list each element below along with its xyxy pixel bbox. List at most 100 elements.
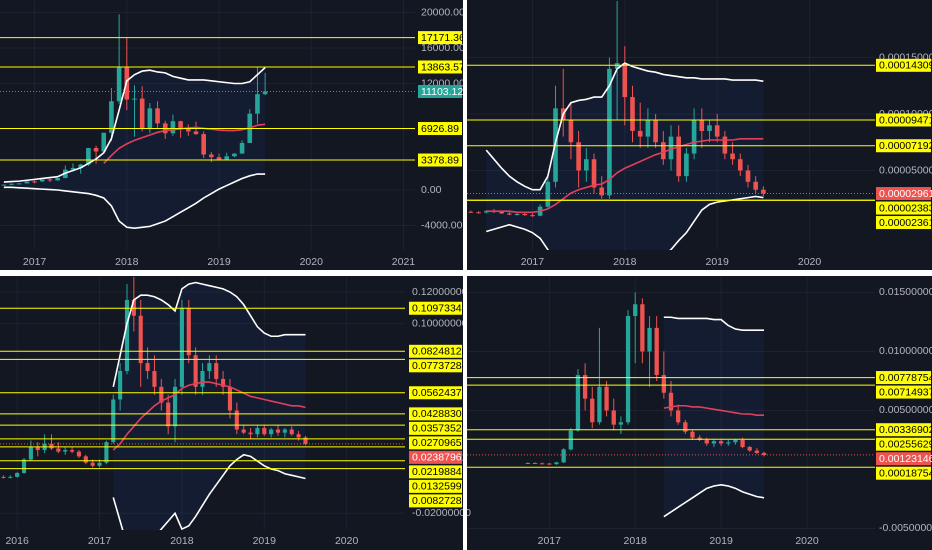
candle-body — [630, 97, 635, 131]
candle-body — [116, 67, 122, 102]
candle-body — [234, 410, 239, 430]
level-label-box — [876, 139, 931, 153]
candle-body — [737, 159, 743, 171]
candle-body — [269, 429, 274, 435]
candle-body — [625, 316, 631, 423]
candle-body — [726, 442, 731, 444]
candle-body — [661, 375, 666, 393]
candle-body — [530, 215, 535, 217]
candle-body — [70, 167, 76, 170]
last-price-label-box — [409, 450, 462, 464]
candle-body — [684, 153, 689, 177]
last-price-label-box — [418, 84, 462, 98]
level-label: 0.04288302 — [412, 408, 468, 420]
candle-body — [32, 181, 37, 183]
chart-panel: 20000.0016000.0012000.000.00-4000.002017… — [0, 0, 465, 268]
level-label: 6926.89 — [421, 123, 459, 135]
candle-body — [232, 153, 237, 157]
x-tick-label: 2018 — [170, 535, 194, 547]
last-price-label: 0.02387961 — [412, 452, 468, 464]
candle-body — [147, 108, 153, 129]
candle-body — [8, 476, 13, 478]
candle-body — [101, 132, 107, 152]
candle-body — [49, 443, 54, 449]
candle-body — [152, 371, 157, 387]
level-label: 0.02709653 — [412, 437, 468, 449]
candle-body — [248, 432, 253, 435]
candle-body — [166, 402, 171, 427]
last-price-label: 0.00123146 — [879, 453, 932, 465]
y-tick-label: 0.00005000 — [879, 164, 932, 176]
level-label-box — [418, 122, 462, 136]
candle-body — [16, 183, 22, 185]
y-tick-label: 0.00 — [421, 184, 442, 196]
candle-body — [1, 184, 7, 186]
y-tick-label: 0.00500000 — [879, 404, 932, 416]
level-label-box — [409, 344, 462, 358]
plot-area — [467, 0, 875, 250]
level-label: 0.00778754 — [879, 372, 932, 384]
candle-body — [691, 119, 697, 154]
x-tick-label: 2017 — [521, 256, 545, 268]
candle-body — [132, 98, 137, 100]
candle-body — [241, 429, 246, 433]
candle-body — [532, 462, 538, 464]
candle-body — [575, 375, 581, 431]
level-label: 0.00009471 — [879, 114, 932, 126]
candle-body — [28, 446, 33, 460]
candle-body — [70, 450, 75, 452]
candle-body — [668, 136, 674, 160]
x-tick-label: 2019 — [207, 256, 231, 268]
plot-area — [467, 277, 875, 530]
candle-body — [83, 456, 88, 463]
candle-body — [35, 446, 40, 451]
plot-area — [0, 0, 415, 250]
candle-body — [730, 153, 735, 160]
x-tick-label: 2021 — [392, 256, 416, 268]
candle-body — [9, 183, 14, 185]
level-label-box — [409, 301, 462, 315]
level-label: 0.07737284 — [412, 360, 468, 372]
candle-body — [614, 63, 620, 69]
level-label-box — [876, 201, 931, 215]
band-background — [3, 67, 266, 229]
candle-body — [24, 181, 30, 184]
level-label: 0.00014309 — [879, 60, 932, 72]
level-label-box — [418, 153, 462, 167]
chart-panel: 0.000150000.000100000.000050002017201820… — [467, 0, 932, 268]
candle-body — [193, 355, 198, 387]
candle-body — [660, 142, 666, 160]
candle-body — [201, 134, 206, 155]
candle-body — [97, 462, 102, 466]
candle-body — [507, 213, 512, 215]
y-tick-label: 0.12000000 — [412, 286, 468, 298]
candle-body — [733, 439, 738, 443]
level-label: 0.10973342 — [412, 303, 468, 315]
candle-body — [139, 98, 145, 129]
level-label: 17171.36 — [421, 32, 465, 44]
candle-body — [78, 164, 83, 168]
candle-body — [633, 304, 638, 317]
candle-body — [554, 462, 559, 465]
y-tick-label: 20000.00 — [421, 6, 465, 18]
level-label: 0.05624377 — [412, 387, 468, 399]
candle-body — [200, 371, 205, 387]
candle-body — [155, 108, 160, 124]
x-tick-label: 2019 — [709, 535, 733, 547]
candle-body — [179, 307, 184, 387]
candle-body — [618, 422, 624, 425]
level-label: 3378.89 — [421, 154, 459, 166]
candle-body — [1, 476, 6, 478]
x-tick-label: 2018 — [115, 256, 139, 268]
level-label: 0.00714937 — [879, 386, 932, 398]
candle-body — [747, 447, 752, 451]
candle-body — [761, 189, 766, 194]
candle-body — [186, 307, 191, 356]
x-tick-label: 2018 — [624, 535, 648, 547]
x-tick-label: 2016 — [5, 535, 29, 547]
candle-body — [63, 450, 68, 452]
candle-body — [227, 386, 233, 411]
level-label-box — [876, 385, 931, 399]
